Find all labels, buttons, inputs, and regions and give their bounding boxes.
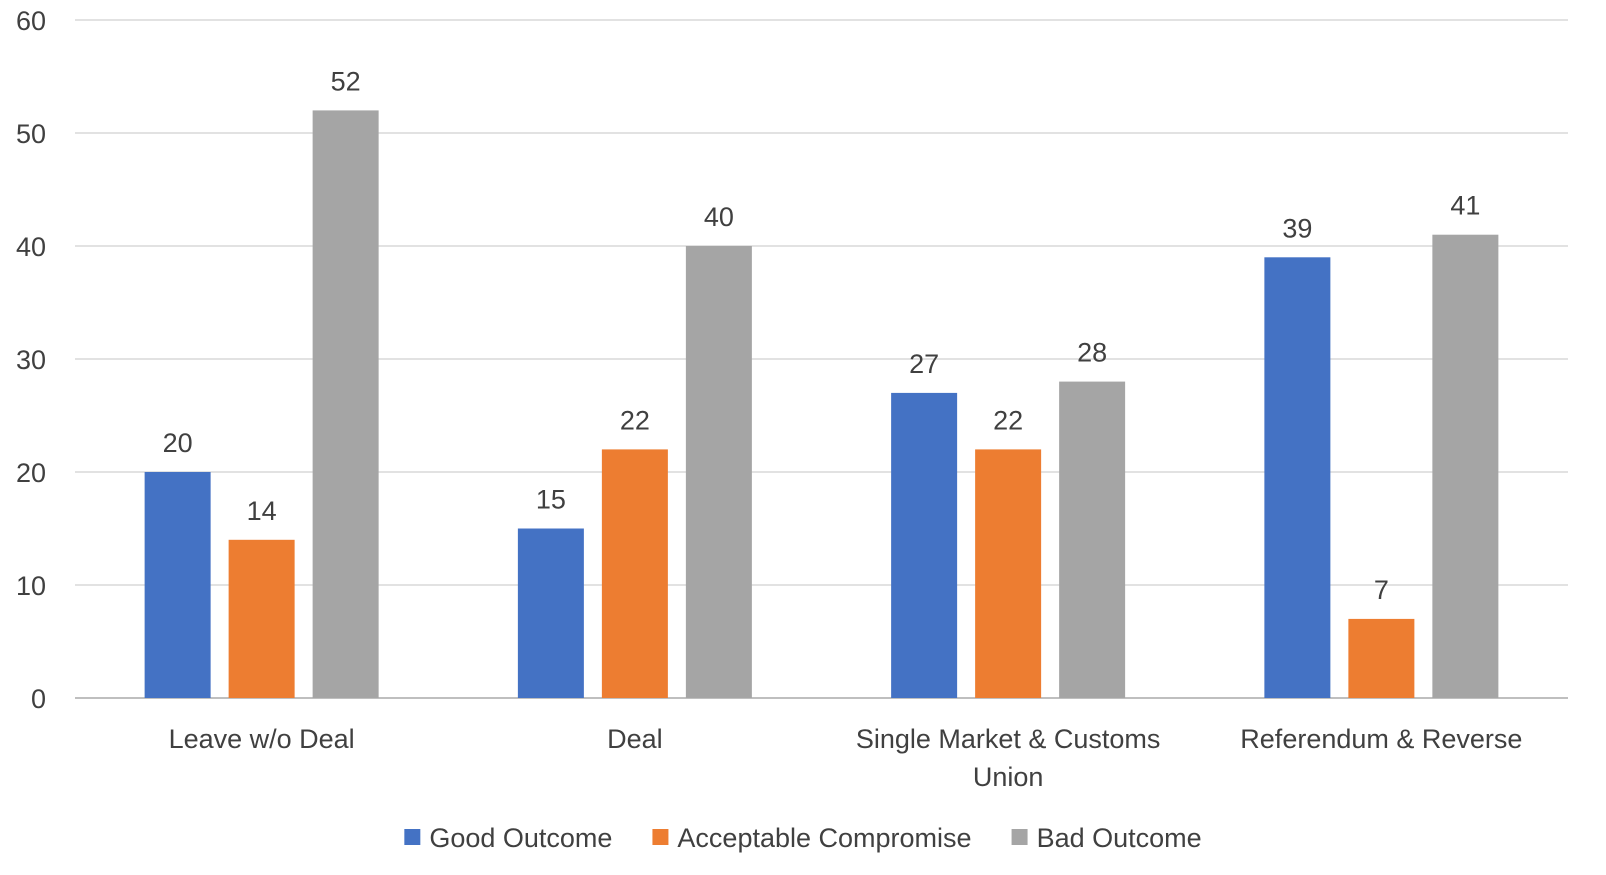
legend-label: Acceptable Compromise <box>677 823 971 853</box>
x-tick-label: Deal <box>607 724 663 754</box>
x-tick-label-line: Leave w/o Deal <box>169 724 355 754</box>
x-tick-label: Single Market & Customs Union <box>856 724 1161 792</box>
bar <box>975 449 1042 698</box>
y-tick-label: 30 <box>16 345 46 375</box>
bar <box>1264 257 1331 698</box>
legend-item: Bad Outcome <box>1011 823 1202 853</box>
y-tick-label: 0 <box>31 684 46 714</box>
bar <box>312 110 379 698</box>
data-labels: 20 14 52 15 22 40 27 22 28 39 7 41 <box>163 66 1481 605</box>
y-tick-label: 40 <box>16 232 46 262</box>
x-tick-label-line: Deal <box>607 724 663 754</box>
legend-item: Acceptable Compromise <box>652 823 972 853</box>
gridlines <box>75 19 1568 699</box>
data-label: 22 <box>620 405 650 435</box>
x-tick-label-line: Union <box>973 762 1044 792</box>
bar <box>1432 234 1499 698</box>
legend: Good Outcome Acceptable Compromise Bad Out… <box>404 823 1202 853</box>
data-label: 52 <box>331 66 361 96</box>
bar <box>228 539 295 698</box>
bar <box>1059 381 1126 698</box>
data-label: 22 <box>993 405 1023 435</box>
data-label: 39 <box>1282 213 1312 243</box>
data-label: 40 <box>704 202 734 232</box>
x-tick-label: Referendum & Reverse <box>1240 724 1522 754</box>
y-axis: 0 10 20 30 40 50 60 <box>16 6 46 714</box>
legend-item: Good Outcome <box>404 823 612 853</box>
bar <box>517 528 584 698</box>
legend-label: Bad Outcome <box>1037 823 1202 853</box>
y-tick-label: 20 <box>16 458 46 488</box>
bar <box>1348 618 1415 698</box>
y-tick-label: 10 <box>16 571 46 601</box>
data-label: 28 <box>1077 338 1107 368</box>
bar <box>891 392 958 698</box>
y-tick-label: 50 <box>16 119 46 149</box>
legend-swatch <box>1011 829 1028 845</box>
bar <box>685 246 752 698</box>
x-tick-label-line: Single Market & Customs <box>856 724 1161 754</box>
x-tick-label-line: Referendum & Reverse <box>1240 724 1522 754</box>
data-label: 41 <box>1450 191 1480 221</box>
bar <box>144 472 211 698</box>
data-label: 15 <box>536 485 566 515</box>
y-tick-label: 60 <box>16 6 46 36</box>
legend-swatch <box>652 829 669 845</box>
data-label: 20 <box>163 428 193 458</box>
data-label: 14 <box>247 496 277 526</box>
legend-label: Good Outcome <box>429 823 612 853</box>
x-tick-label: Leave w/o Deal <box>169 724 355 754</box>
bars <box>144 110 1499 698</box>
data-label: 7 <box>1374 575 1389 605</box>
bar <box>601 449 668 698</box>
legend-swatch <box>404 829 421 845</box>
x-axis: Leave w/o Deal Deal Single Market & Custom… <box>169 724 1523 792</box>
data-label: 27 <box>909 349 939 379</box>
